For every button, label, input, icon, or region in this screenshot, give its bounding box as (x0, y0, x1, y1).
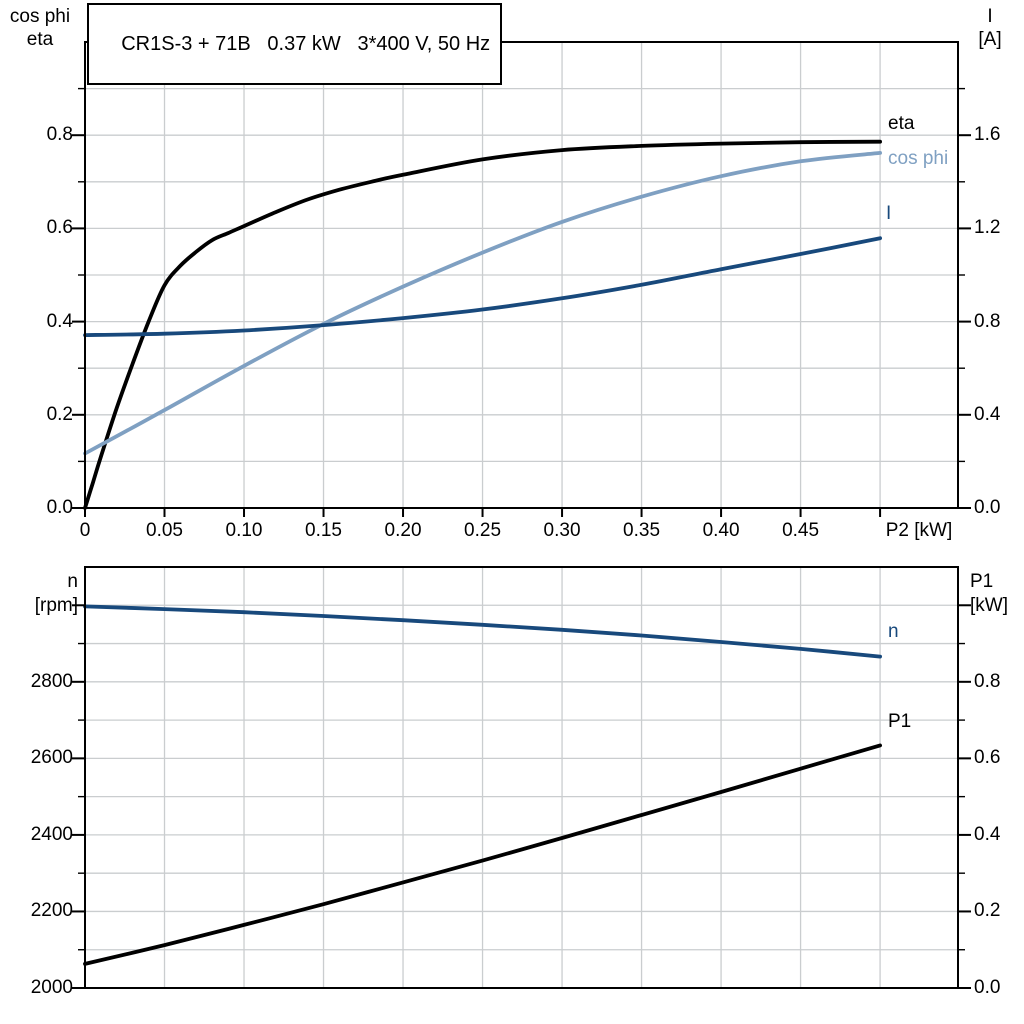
tick-label: 2000 (30, 977, 73, 998)
tick-label: 0.35 (623, 520, 661, 541)
tick-label: 0.20 (384, 520, 422, 541)
tick-label: 2600 (30, 747, 73, 769)
tick-label: 0.2 (46, 403, 73, 425)
tick-label: 0.6 (46, 217, 73, 239)
tick-label: 0.4 (974, 403, 1001, 425)
chart-title-box: CR1S-3 + 71B 0.37 kW 3*400 V, 50 Hz (87, 3, 503, 85)
axis-title-eta: eta (26, 29, 54, 50)
curve-label-cos-phi: cos phi (888, 148, 949, 169)
tick-label: 0.0 (974, 497, 1001, 518)
tick-label: 1.6 (974, 124, 1001, 146)
tick-label: 0.25 (464, 520, 502, 541)
curve-label-eta: eta (888, 113, 915, 134)
tick-label: 0.10 (225, 520, 263, 541)
tick-label: 0.40 (702, 520, 740, 541)
tick-label: 0.30 (543, 520, 581, 541)
tick-label: 1.2 (974, 217, 1001, 239)
chart-title: CR1S-3 + 71B 0.37 kW 3*400 V, 50 Hz (121, 33, 491, 55)
tick-label: 0.0 (974, 977, 1001, 998)
axis-title-current: I (987, 6, 993, 27)
axis-title-rpm-unit: [rpm] (34, 595, 78, 616)
tick-label: 0.05 (146, 520, 183, 541)
curve-label-p1: P1 (888, 711, 912, 732)
tick-label: 2800 (30, 670, 73, 692)
top-right-axis-title: I [A] (962, 5, 1018, 51)
axis-title-p1: P1 (970, 571, 994, 592)
tick-label: 0.6 (974, 747, 1001, 769)
tick-label: 0.4 (46, 310, 73, 332)
axis-title-ampere-unit: [A] (978, 29, 1002, 50)
tick-label: 0.2 (974, 900, 1001, 922)
tick-label: 0 (79, 520, 91, 541)
x-axis-label-p2: P2 [kW] (885, 520, 953, 541)
tick-label: 0.0 (46, 497, 73, 518)
bottom-left-axis-title: n [rpm] (0, 570, 78, 618)
tick-label: 2200 (30, 900, 73, 922)
tick-label: 0.45 (782, 520, 820, 541)
axis-title-cos-phi: cos phi (9, 6, 71, 27)
bottom-right-axis-title: P1 [kW] (970, 570, 1024, 618)
axis-title-kw-unit: [kW] (970, 595, 1008, 616)
tick-label: 0.8 (974, 310, 1001, 332)
axis-title-speed: n (67, 571, 78, 592)
tick-label: 0.8 (974, 670, 1001, 692)
top-left-axis-title: cos phi eta (0, 5, 80, 51)
curve-label-speed: n (888, 621, 899, 642)
tick-label: 2400 (30, 823, 73, 845)
curve-label-current: I (886, 203, 892, 224)
tick-label: 0.8 (46, 124, 73, 146)
tick-label: 0.4 (974, 823, 1001, 845)
tick-label: 0.15 (305, 520, 342, 541)
